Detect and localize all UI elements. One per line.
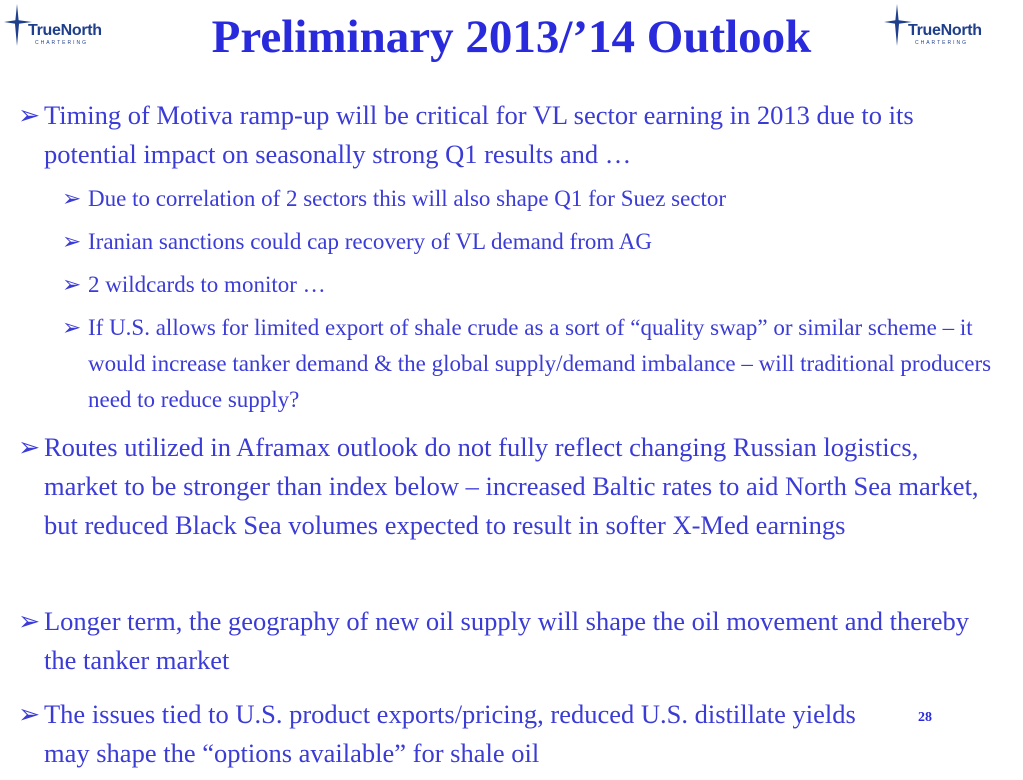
- arrow-bullet-icon: ➢: [18, 699, 41, 729]
- bullet-text: Due to correlation of 2 sectors this wil…: [88, 186, 727, 211]
- logo-word-true: True: [28, 22, 61, 39]
- arrow-bullet-icon: ➢: [18, 100, 41, 130]
- page-number: 28: [918, 710, 932, 725]
- compass-star-icon: [884, 4, 912, 46]
- logo-word-north: North: [60, 22, 102, 39]
- arrow-bullet-icon: ➢: [62, 186, 82, 211]
- arrow-bullet-icon: ➢: [62, 272, 82, 297]
- arrow-bullet-icon: ➢: [18, 606, 41, 636]
- logo-subtitle: CHARTERING: [915, 40, 968, 46]
- truenorth-logo-left: TrueNorth CHARTERING: [2, 2, 142, 48]
- logo-subtitle: CHARTERING: [35, 40, 88, 46]
- bullet-text: The issues tied to U.S. product exports/…: [44, 699, 856, 768]
- bullet-text: Timing of Motiva ramp-up will be critica…: [44, 100, 914, 169]
- bullet-text: Iranian sanctions could cap recovery of …: [88, 229, 652, 254]
- logo-word-north: North: [940, 22, 982, 39]
- logo-word-true: True: [908, 22, 941, 39]
- bullet-text: Longer term, the geography of new oil su…: [44, 606, 970, 675]
- logo-wordmark: TrueNorth: [908, 22, 982, 40]
- arrow-bullet-icon: ➢: [62, 315, 82, 340]
- bullet-text: If U.S. allows for limited export of sha…: [88, 315, 992, 412]
- bullet-text: 2 wildcards to monitor …: [88, 272, 326, 297]
- arrow-bullet-icon: ➢: [18, 432, 41, 462]
- bullet-text: Routes utilized in Aframax outlook do no…: [44, 432, 979, 540]
- arrow-bullet-icon: ➢: [62, 229, 82, 254]
- compass-star-icon: [4, 4, 32, 46]
- logo-wordmark: TrueNorth: [28, 22, 102, 40]
- slide-title: Preliminary 2013/’14 Outlook: [211, 11, 812, 63]
- truenorth-logo-right: TrueNorth CHARTERING: [882, 2, 1022, 48]
